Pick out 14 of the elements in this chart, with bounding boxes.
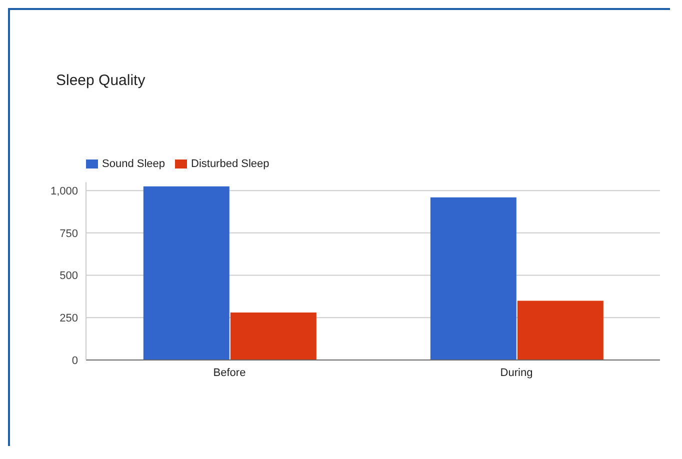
y-tick-label: 750 [60,228,78,240]
bar [143,186,230,360]
y-tick-label: 1,000 [50,185,78,198]
bar [517,300,604,360]
y-tick-label: 250 [60,312,78,325]
bar [230,312,316,360]
chart-title: Sleep Quality [56,72,146,89]
x-tick-label: Before [213,366,246,379]
legend-label: Disturbed Sleep [191,158,270,170]
bar [430,197,516,360]
y-tick-label: 0 [72,354,78,367]
legend-label: Sound Sleep [102,158,165,170]
x-tick-label: During [500,366,533,379]
y-tick-label: 500 [60,270,78,282]
